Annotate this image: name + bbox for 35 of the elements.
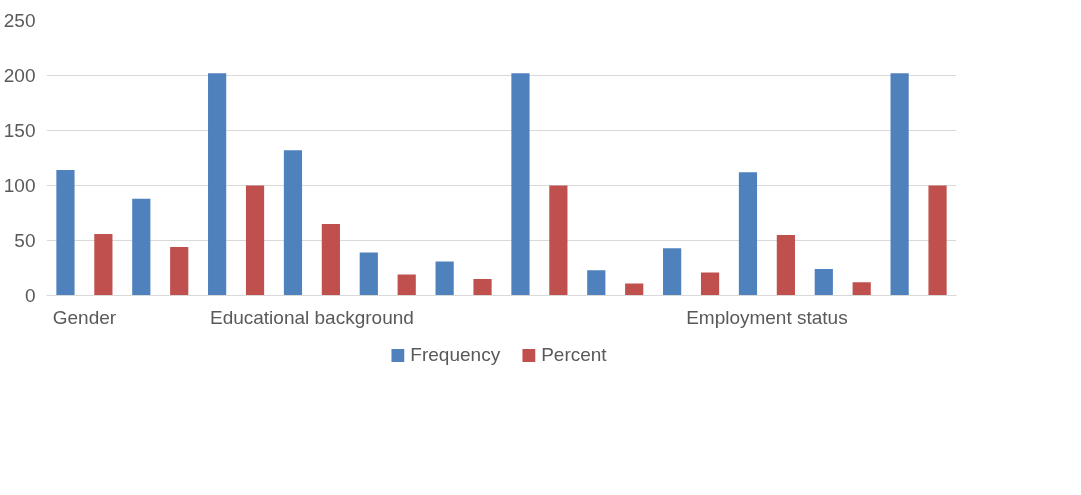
bar [587,270,606,296]
bar [549,185,568,296]
bar [625,283,644,296]
bar [208,73,227,296]
y-tick-label: 200 [3,65,36,86]
bar [511,73,530,296]
bar [245,185,265,296]
legend-label: Percent [541,344,607,366]
x-tick-label: Gender [52,306,117,328]
bar [890,73,909,296]
bar [359,252,378,296]
y-tick-label: 50 [14,230,36,251]
bar [700,272,720,296]
bar [435,261,454,296]
y-tick-label: 150 [3,120,36,141]
x-tick-label: Educational background [209,306,414,328]
bar [473,279,492,296]
bar [132,198,151,296]
bar [814,269,833,296]
y-tick-label: 100 [3,175,36,196]
bar [321,224,340,296]
bar [397,274,416,296]
y-tick-label: 0 [24,285,36,306]
bar [852,282,871,296]
bar [56,170,75,296]
bar [170,247,189,296]
bar [283,150,303,296]
x-tick-label: Employment status [686,306,848,328]
bar [738,172,758,296]
legend-label: Frequency [410,344,501,366]
bar [94,233,113,296]
bar [663,248,682,296]
bar [928,185,947,296]
bar [776,235,795,296]
y-tick-label: 250 [3,10,36,31]
